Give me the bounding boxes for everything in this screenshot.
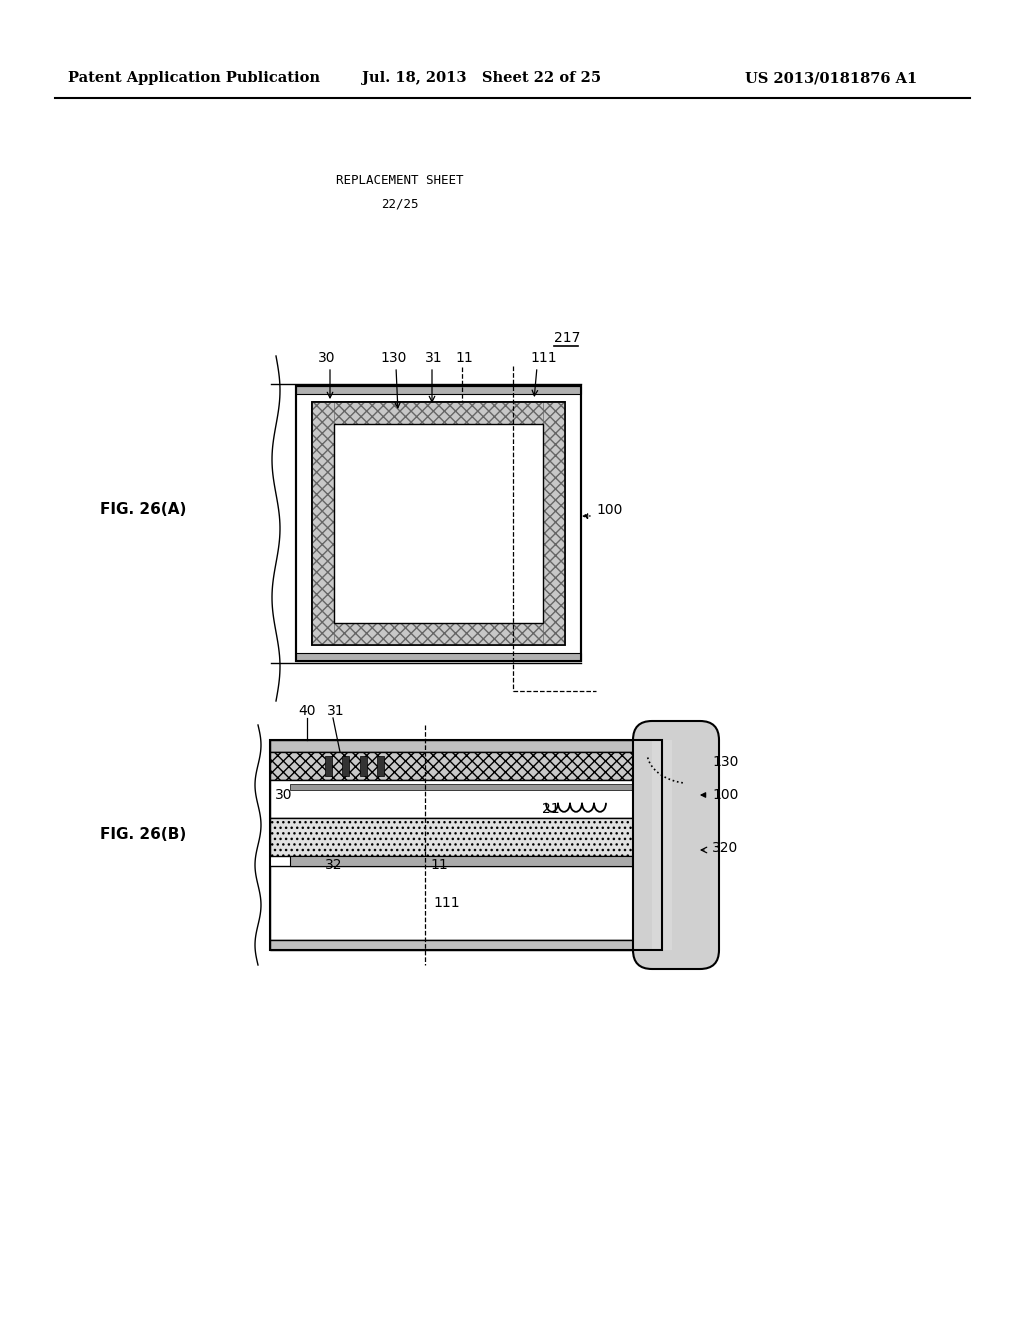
Text: REPLACEMENT SHEET: REPLACEMENT SHEET <box>336 173 464 186</box>
Text: 130: 130 <box>712 755 738 770</box>
Bar <box>270 780 662 818</box>
Text: 217: 217 <box>554 331 581 345</box>
Text: FIG. 26(A): FIG. 26(A) <box>100 503 186 517</box>
Text: Jul. 18, 2013   Sheet 22 of 25: Jul. 18, 2013 Sheet 22 of 25 <box>362 71 601 84</box>
Bar <box>377 756 384 776</box>
Text: US 2013/0181876 A1: US 2013/0181876 A1 <box>745 71 918 84</box>
Text: 31: 31 <box>327 704 345 718</box>
Text: Patent Application Publication: Patent Application Publication <box>68 71 319 84</box>
Bar <box>312 403 565 424</box>
Bar <box>360 756 367 776</box>
Text: 320: 320 <box>712 841 738 855</box>
Text: 130: 130 <box>380 351 407 366</box>
Text: 22/25: 22/25 <box>381 198 419 210</box>
Bar <box>296 385 581 393</box>
Bar <box>312 403 334 645</box>
FancyBboxPatch shape <box>633 721 719 969</box>
Bar <box>270 818 662 855</box>
Text: 11: 11 <box>455 351 473 366</box>
Text: 32: 32 <box>325 858 342 873</box>
Bar <box>325 756 332 776</box>
Bar <box>270 741 662 950</box>
Bar <box>334 424 543 623</box>
Text: 31: 31 <box>425 351 442 366</box>
Bar <box>312 403 565 645</box>
Text: FIG. 26(B): FIG. 26(B) <box>100 828 186 842</box>
Bar <box>342 756 349 776</box>
Bar <box>312 623 565 645</box>
Bar <box>290 784 642 789</box>
Bar <box>296 385 581 661</box>
Bar <box>290 855 642 866</box>
Bar <box>296 385 581 661</box>
Bar <box>270 940 662 950</box>
Bar <box>270 741 700 752</box>
Text: 111: 111 <box>530 351 557 366</box>
Bar <box>270 866 662 940</box>
Text: 21: 21 <box>542 803 560 816</box>
Text: 111: 111 <box>433 896 460 909</box>
Text: 100: 100 <box>712 788 738 803</box>
Bar <box>270 752 662 780</box>
Bar <box>296 653 581 661</box>
Bar <box>543 403 565 645</box>
Text: 30: 30 <box>318 351 336 366</box>
Text: 30: 30 <box>275 788 293 803</box>
Bar <box>312 403 565 645</box>
Text: 11: 11 <box>430 858 447 873</box>
Text: 100: 100 <box>596 503 623 517</box>
Text: 40: 40 <box>298 704 315 718</box>
Bar <box>652 741 672 950</box>
